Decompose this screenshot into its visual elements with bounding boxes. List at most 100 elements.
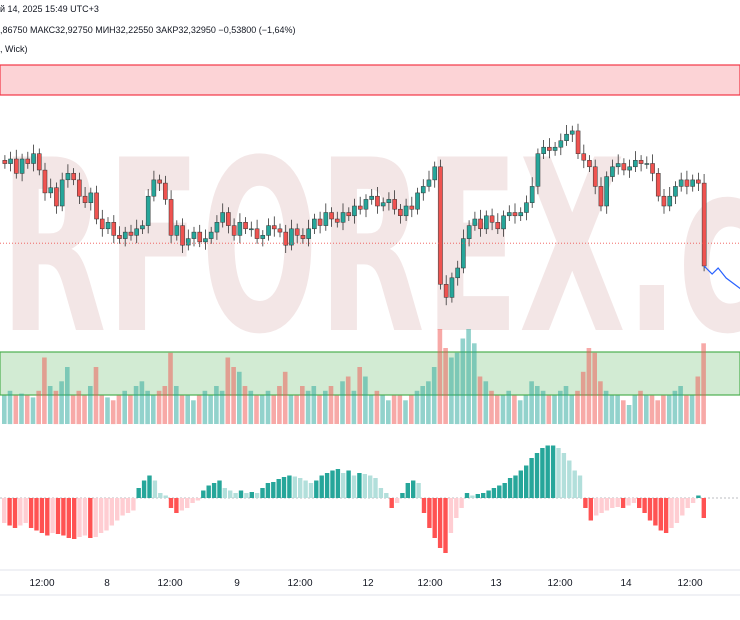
oscillator-bar [470, 495, 475, 498]
candle-body [36, 153, 42, 171]
volume-bar [30, 397, 36, 424]
volume-bar [558, 390, 563, 425]
candle-body [71, 173, 76, 181]
oscillator-bar [373, 478, 378, 498]
candle-body [42, 169, 48, 194]
volume-bar [386, 400, 391, 425]
candle-body [627, 166, 632, 171]
candle-body [203, 238, 208, 243]
candle-body [380, 202, 386, 207]
candle-body [317, 218, 323, 226]
volume-bar [156, 390, 162, 425]
oscillator-bar [168, 498, 174, 508]
oscillator-bar [486, 490, 491, 498]
volume-bar [59, 381, 64, 425]
oscillator-bar [556, 448, 561, 498]
oscillator-bar [394, 498, 400, 503]
candle-body [392, 199, 397, 210]
volume-bar [414, 390, 420, 425]
candle-body [415, 192, 420, 210]
oscillator-bar [281, 477, 287, 498]
chart-header-style: , Wick) [0, 44, 28, 54]
candle-body [552, 146, 558, 151]
volume-layer [2, 329, 706, 425]
volume-bar [185, 395, 190, 424]
oscillator-bar [195, 498, 201, 501]
candle-body [604, 176, 609, 207]
oscillator-bar [588, 498, 593, 521]
oscillator-bar [131, 498, 136, 511]
volume-bar [133, 386, 139, 424]
oscillator-bar [685, 498, 690, 508]
volume-bar [644, 395, 649, 424]
candle-body [306, 228, 311, 239]
oscillator-bar [550, 445, 556, 498]
candle-body [249, 228, 254, 231]
volume-bar [655, 400, 660, 425]
oscillator-bar [437, 498, 443, 548]
candle-body [420, 186, 426, 194]
oscillator-bar [271, 482, 276, 498]
candle-body [294, 228, 300, 236]
oscillator-bar [497, 485, 502, 498]
oscillator-bar [513, 475, 518, 498]
volume-bar [403, 400, 408, 425]
candle-body [701, 182, 707, 267]
oscillator-bar [572, 470, 577, 498]
candle-body [237, 222, 243, 236]
oscillator-bar [427, 498, 432, 528]
volume-bar [82, 395, 87, 424]
oscillator-bar [647, 498, 653, 521]
volume-bar [219, 390, 225, 425]
candle-body [449, 277, 455, 298]
candle-body [14, 158, 19, 174]
oscillator-bar [201, 490, 206, 498]
volume-bar [540, 390, 546, 425]
volume-bar [391, 395, 397, 424]
volume-bar [609, 395, 615, 424]
volume-bar [701, 343, 706, 425]
volume-bar [678, 386, 683, 424]
volume-bar [300, 386, 305, 424]
oscillator-bar [384, 493, 389, 498]
oscillator-bar [577, 475, 583, 498]
x-tick-label: 12:00 [29, 578, 54, 589]
candle-body [226, 212, 231, 226]
oscillator-bar [663, 498, 669, 533]
candle-body [581, 153, 587, 161]
candle-body [346, 212, 352, 217]
x-tick-label: 12:00 [157, 578, 182, 589]
candle-body [610, 166, 615, 177]
x-tick-label: 13 [490, 578, 502, 589]
volume-bar [265, 390, 271, 425]
oscillator-bar [524, 465, 529, 498]
volume-bar [472, 343, 477, 425]
volume-bar [368, 395, 374, 424]
volume-bar [661, 395, 666, 424]
oscillator-bar [233, 493, 238, 498]
volume-bar [563, 386, 569, 424]
oscillator-bar [298, 478, 303, 498]
volume-bar [139, 381, 145, 425]
candle-body [300, 235, 306, 239]
volume-bar [443, 348, 448, 424]
volume-bar [512, 395, 517, 424]
oscillator-bar [658, 498, 663, 531]
volume-bar [689, 395, 695, 424]
oscillator-bar [72, 498, 77, 539]
volume-bar [88, 386, 93, 424]
candle-body [650, 163, 655, 174]
candle-body [128, 231, 134, 236]
oscillator-bar [136, 488, 141, 498]
oscillator-bar [481, 493, 486, 498]
candle-body [271, 225, 277, 230]
volume-bar [494, 395, 500, 424]
candle-body [220, 212, 225, 223]
candle-body [94, 192, 99, 220]
candle-body [386, 199, 392, 203]
oscillator-bar [158, 493, 163, 498]
volume-bar [42, 357, 47, 424]
volume-bar [231, 367, 236, 424]
volume-bar [345, 376, 351, 424]
